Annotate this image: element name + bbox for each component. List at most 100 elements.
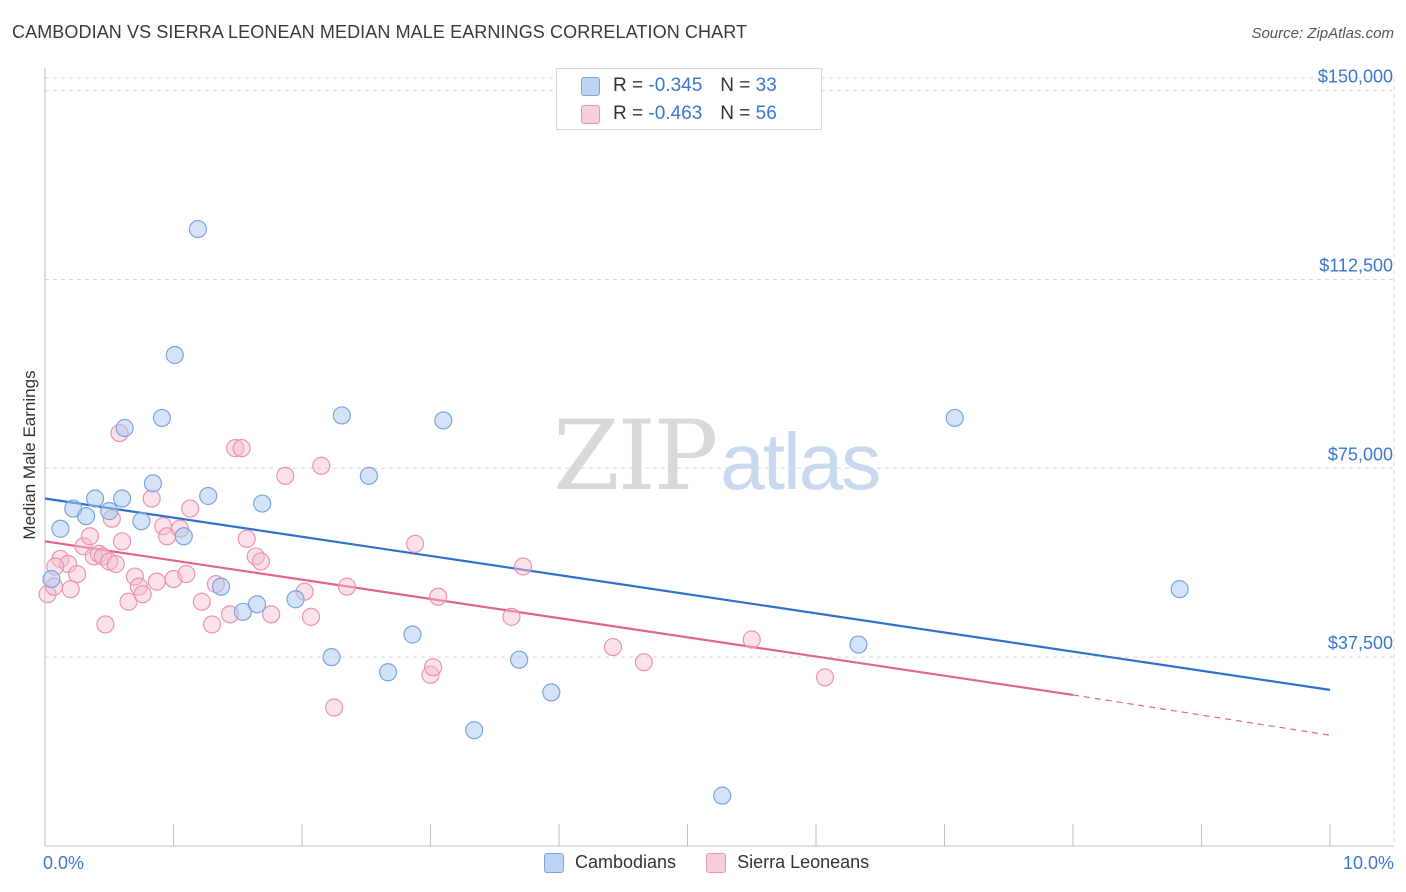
point-sierra-leonean xyxy=(276,466,295,485)
point-cambodian xyxy=(465,721,484,740)
point-sierra-leonean xyxy=(301,607,321,626)
point-cambodian xyxy=(77,507,96,526)
series-legend: Cambodians Sierra Leoneans xyxy=(544,852,899,873)
y-tick-label: $75,000 xyxy=(1328,444,1393,464)
legend-r-label: R = xyxy=(613,75,644,96)
series-swatch-pink xyxy=(706,852,727,873)
point-sierra-leonean xyxy=(742,630,761,649)
x-tick-label: 10.0% xyxy=(1343,853,1394,873)
trend-line-cambodians xyxy=(44,497,1331,691)
point-cambodian xyxy=(434,411,453,430)
point-cambodian xyxy=(403,625,422,644)
point-sierra-leonean xyxy=(68,564,87,584)
y-tick-label: $37,500 xyxy=(1328,633,1393,653)
point-cambodian xyxy=(253,494,272,513)
point-cambodian xyxy=(152,408,172,428)
legend-row-sierra-leoneans: R = -0.463 N = 56 xyxy=(581,102,777,126)
series-swatch-blue xyxy=(544,852,564,873)
series-legend-cambodians: Cambodians xyxy=(544,852,676,873)
point-sierra-leonean xyxy=(502,607,521,626)
data-points xyxy=(38,219,1189,805)
point-sierra-leonean xyxy=(119,592,138,611)
point-sierra-leonean xyxy=(181,499,200,518)
point-cambodian xyxy=(115,418,134,438)
point-cambodian xyxy=(86,489,105,508)
point-sierra-leonean xyxy=(232,439,251,458)
point-cambodian xyxy=(945,408,964,428)
legend-r-value: -0.345 xyxy=(648,75,703,96)
point-sierra-leonean xyxy=(429,587,448,606)
point-cambodian xyxy=(112,489,132,508)
watermark: ZIPatlas xyxy=(553,400,881,512)
point-sierra-leonean xyxy=(251,552,270,571)
point-sierra-leonean xyxy=(80,527,100,546)
gridlines xyxy=(45,77,1395,846)
point-sierra-leonean xyxy=(237,529,256,548)
chart-title: CAMBODIAN VS SIERRA LEONEAN MEDIAN MALE … xyxy=(12,22,748,42)
point-sierra-leonean xyxy=(423,658,443,677)
point-cambodian xyxy=(322,648,341,667)
point-cambodian xyxy=(51,519,70,538)
point-sierra-leonean xyxy=(142,489,161,508)
legend-n-value: 56 xyxy=(755,103,777,124)
point-sierra-leonean xyxy=(262,605,281,624)
point-sierra-leonean xyxy=(177,564,196,584)
correlation-legend: R = -0.345 N = 33 R = -0.463 N = 56 xyxy=(556,68,822,130)
legend-n-label: N = xyxy=(720,75,751,96)
point-sierra-leonean xyxy=(337,577,357,596)
watermark-zip: ZIP xyxy=(553,400,718,512)
point-cambodian xyxy=(132,512,151,531)
point-cambodian xyxy=(247,595,267,614)
point-sierra-leonean xyxy=(634,653,653,672)
point-sierra-leonean xyxy=(192,592,211,611)
point-cambodian xyxy=(143,474,163,493)
point-cambodian xyxy=(233,602,252,621)
legend-r-value: -0.463 xyxy=(648,103,703,124)
point-sierra-leonean xyxy=(603,637,623,657)
point-sierra-leonean xyxy=(246,547,265,566)
legend-swatch-pink xyxy=(581,104,600,124)
point-sierra-leonean xyxy=(106,554,125,574)
point-cambodian xyxy=(542,683,561,702)
axes xyxy=(44,68,1394,847)
point-cambodian xyxy=(100,502,119,521)
point-sierra-leonean xyxy=(125,567,145,586)
point-cambodian xyxy=(286,590,305,609)
point-sierra-leonean xyxy=(133,585,152,604)
point-sierra-leonean xyxy=(513,557,533,576)
point-cambodian xyxy=(188,219,208,239)
y-axis-title: Median Male Earnings xyxy=(20,370,39,539)
y-tick-label: $150,000 xyxy=(1318,67,1393,87)
point-sierra-leonean xyxy=(112,532,132,551)
series-label: Sierra Leoneans xyxy=(737,852,870,872)
point-cambodian xyxy=(713,786,732,805)
point-cambodian xyxy=(849,635,868,654)
point-cambodian xyxy=(510,650,529,669)
point-cambodian xyxy=(165,345,184,365)
point-sierra-leonean xyxy=(815,668,835,687)
point-sierra-leonean xyxy=(226,439,245,458)
point-cambodian xyxy=(332,406,351,425)
y-tick-label: $112,500 xyxy=(1319,255,1393,275)
point-cambodian xyxy=(1170,580,1189,599)
point-sierra-leonean xyxy=(325,698,344,717)
axis-labels: $37,500 $75,000 $112,500 $150,000 0.0% 10.0% M… xyxy=(20,67,1394,873)
point-cambodian xyxy=(211,577,231,596)
legend-n-value: 33 xyxy=(755,75,777,96)
series-legend-sierra-leoneans: Sierra Leoneans xyxy=(706,852,869,873)
point-cambodian xyxy=(42,569,61,589)
legend-n-label: N = xyxy=(720,103,751,124)
point-sierra-leonean xyxy=(202,615,222,634)
point-cambodian xyxy=(359,466,378,485)
watermark-atlas: atlas xyxy=(720,417,881,506)
trend-extension-sierra-leoneans xyxy=(1072,694,1331,736)
point-sierra-leonean xyxy=(147,572,166,591)
legend-r-label: R = xyxy=(613,103,644,124)
point-sierra-leonean xyxy=(405,534,425,553)
series-label: Cambodians xyxy=(575,852,677,872)
point-sierra-leonean xyxy=(96,615,115,634)
point-cambodian xyxy=(174,527,193,546)
point-sierra-leonean xyxy=(61,580,80,599)
legend-row-cambodians: R = -0.345 N = 33 xyxy=(581,74,777,98)
